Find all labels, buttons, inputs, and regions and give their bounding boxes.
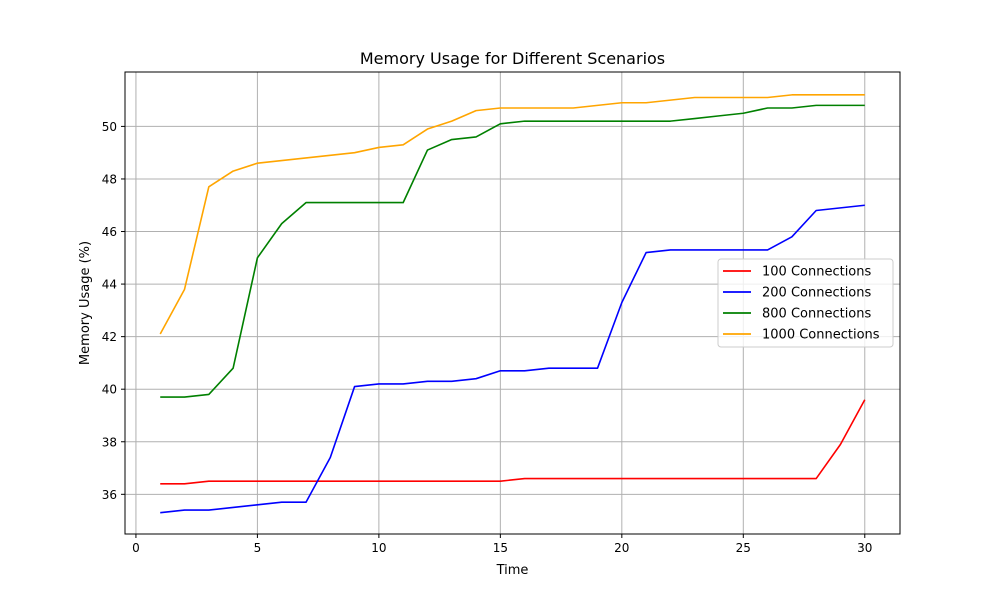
legend-label: 800 Connections (762, 307, 872, 322)
x-axis-label: Time (496, 563, 529, 578)
y-tick-label: 48 (102, 172, 117, 186)
series-line-4 (159, 94, 865, 335)
x-tick-label: 5 (254, 541, 262, 555)
legend-label: 100 Connections (762, 265, 872, 280)
x-tick-label: 15 (493, 541, 508, 555)
x-tick-label: 30 (857, 541, 872, 555)
series-lines (159, 94, 866, 514)
y-tick-label: 42 (102, 330, 117, 344)
x-tick-label: 0 (132, 541, 140, 555)
x-tick-label: 20 (614, 541, 629, 555)
series-line-1 (160, 399, 866, 485)
y-tick-label: 36 (102, 488, 117, 502)
legend-label: 200 Connections (762, 286, 872, 301)
plot-frame (124, 71, 901, 535)
y-axis-ticks: 36 38 40 42 44 46 48 50 (102, 120, 125, 502)
x-axis-ticks: 0 5 10 15 20 25 30 (132, 534, 872, 555)
legend-label: 1000 Connections (762, 328, 880, 343)
y-tick-label: 40 (102, 383, 117, 397)
y-tick-label: 44 (102, 278, 117, 292)
y-tick-label: 50 (102, 120, 117, 134)
x-tick-label: 10 (371, 541, 386, 555)
chart-title: Memory Usage for Different Scenarios (360, 49, 665, 68)
y-tick-label: 46 (102, 225, 117, 239)
series-line-2 (160, 204, 865, 514)
y-tick-label: 38 (102, 435, 117, 449)
legend-box (717, 258, 894, 348)
legend: 100 Connections 200 Connections 800 Connec… (717, 258, 894, 348)
x-tick-label: 25 (736, 541, 751, 555)
y-axis-label: Memory Usage (%) (78, 241, 93, 365)
series-line-3 (160, 104, 865, 398)
